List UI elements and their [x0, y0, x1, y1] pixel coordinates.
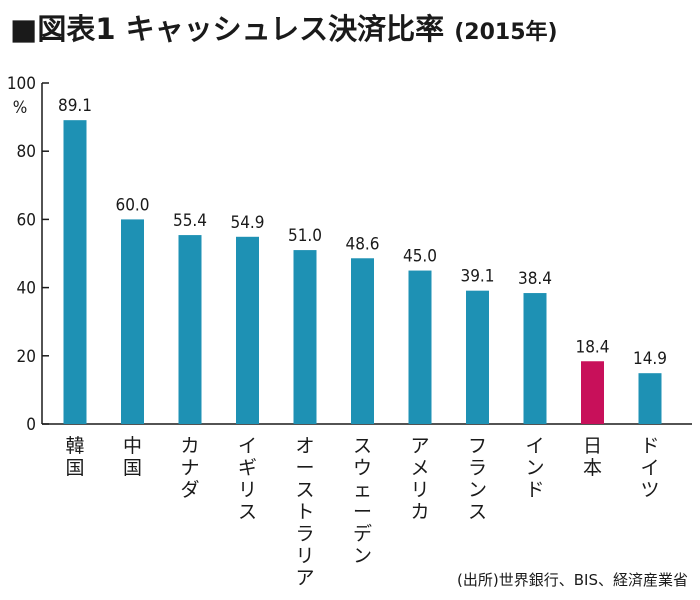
- x-category-label: スウェーデン: [353, 435, 372, 567]
- value-label: 38.4: [518, 269, 552, 289]
- chart-title-year: (2015年): [454, 20, 558, 45]
- y-ticks: 0 20 40 60 80 100%: [7, 74, 49, 435]
- y-tick-label: 0: [26, 415, 36, 435]
- y-tick-label: 60: [17, 210, 36, 230]
- bar: [178, 235, 202, 424]
- bar: [466, 290, 489, 424]
- value-label: 45.0: [403, 247, 437, 267]
- bar: [523, 293, 547, 424]
- value-label: 54.9: [230, 213, 264, 233]
- value-label: 48.6: [345, 234, 379, 254]
- bar: [581, 361, 604, 424]
- bar: [293, 250, 317, 424]
- x-category-label: アメリカ: [410, 435, 429, 523]
- y-unit-label: %: [13, 98, 28, 118]
- x-category-label: ドイツ: [640, 435, 659, 501]
- x-category-label: フランス: [468, 435, 487, 523]
- value-label: 14.9: [633, 349, 667, 369]
- x-category-label: インド: [525, 435, 544, 501]
- y-tick-label: 20: [17, 347, 36, 367]
- source-note: (出所)世界銀行、BIS、経済産業省: [457, 571, 688, 589]
- value-label: 18.4: [575, 337, 609, 357]
- bar: [121, 219, 144, 424]
- bar: [63, 120, 87, 424]
- chart-title: ■図表1 キャッシュレス決済比率 (2015年): [10, 6, 558, 48]
- x-category-label: イギリス: [238, 435, 257, 523]
- bar: [408, 270, 432, 424]
- x-category-label: 韓国: [65, 435, 84, 479]
- bar: [236, 236, 259, 424]
- x-category-label: 中国: [123, 435, 142, 479]
- x-category-label: オーストラリア: [295, 435, 314, 589]
- value-labels: 89.1 60.0 55.4 54.9 51.0 48.6 45.0 39.1 38.4 18.4…: [58, 96, 667, 369]
- value-label: 89.1: [58, 96, 92, 116]
- chart-title-main: ■図表1 キャッシュレス決済比率: [10, 12, 445, 46]
- y-tick-label: 80: [17, 142, 36, 162]
- bars: [63, 120, 662, 424]
- bar: [351, 258, 374, 424]
- value-label: 55.4: [173, 211, 207, 231]
- x-category-label: カナダ: [180, 435, 199, 501]
- bar: [638, 373, 662, 424]
- y-tick-label: 100: [7, 74, 36, 94]
- value-label: 60.0: [115, 195, 149, 215]
- value-label: 39.1: [460, 267, 494, 287]
- x-category-label: 日本: [583, 435, 602, 479]
- y-tick-label: 40: [17, 279, 36, 299]
- value-label: 51.0: [288, 226, 322, 246]
